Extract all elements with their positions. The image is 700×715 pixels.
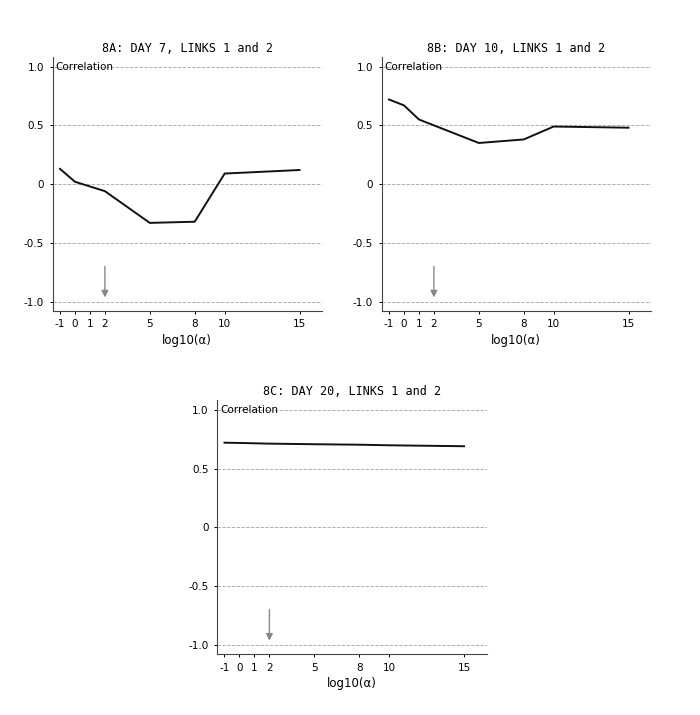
Title: 8B: DAY 10, LINKS 1 and 2: 8B: DAY 10, LINKS 1 and 2 <box>427 41 606 54</box>
Title: 8A: DAY 7, LINKS 1 and 2: 8A: DAY 7, LINKS 1 and 2 <box>102 41 273 54</box>
Title: 8C: DAY 20, LINKS 1 and 2: 8C: DAY 20, LINKS 1 and 2 <box>262 385 441 398</box>
Text: Correlation: Correlation <box>55 62 113 72</box>
X-axis label: log10(α): log10(α) <box>162 333 212 347</box>
X-axis label: log10(α): log10(α) <box>327 676 377 690</box>
Text: Correlation: Correlation <box>220 405 278 415</box>
X-axis label: log10(α): log10(α) <box>491 333 541 347</box>
Text: Correlation: Correlation <box>384 62 442 72</box>
